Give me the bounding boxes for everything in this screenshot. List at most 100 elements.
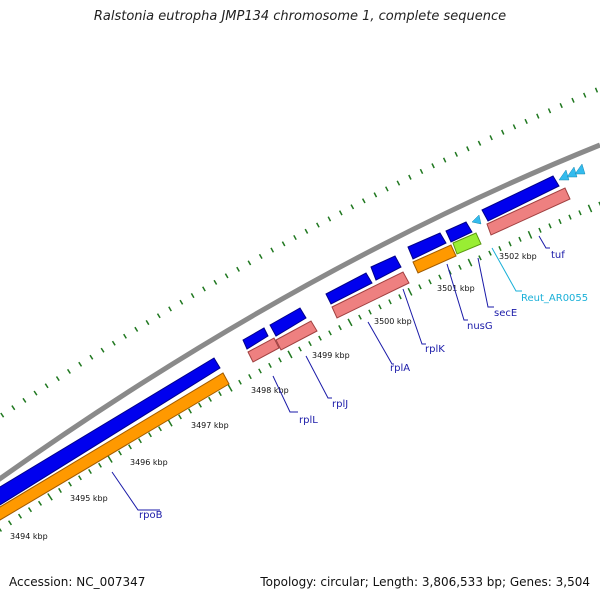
outer-tick-mark (293, 234, 297, 241)
secE-gene-arrow[interactable] (445, 221, 473, 243)
outer-tick-mark (89, 354, 94, 360)
gene-label-rplA[interactable]: rplA (390, 363, 410, 374)
inner-tick-mark (47, 493, 53, 501)
inner-tick-mark (107, 455, 113, 463)
inner-tick-mark (98, 462, 102, 468)
outer-tick-mark (168, 306, 172, 312)
inner-tick-mark (478, 255, 482, 261)
outer-tick-mark (408, 174, 412, 180)
map-title: Ralstonia eutropha JMP134 chromosome 1, … (93, 9, 507, 24)
outer-tick-mark (179, 299, 184, 305)
inner-tick-mark (428, 279, 432, 285)
gene-label-nusG[interactable]: nusG (467, 321, 493, 332)
gene-label-rplL[interactable]: rplL (299, 415, 318, 426)
gene-label-Reut_AR0055[interactable]: Reut_AR0055 (521, 293, 588, 304)
outer-tick-mark (33, 390, 38, 396)
inner-tick-mark (527, 230, 533, 239)
tuf-feature-bar[interactable] (486, 187, 571, 236)
outer-tick-mark (547, 108, 552, 114)
outer-tick-mark (350, 204, 355, 210)
nusG-feature-bar[interactable] (412, 244, 457, 274)
inner-tick-mark (208, 396, 212, 402)
inner-tick-mark (328, 330, 332, 336)
gene-label-rplJ[interactable]: rplJ (332, 399, 348, 410)
inner-tick-mark (548, 223, 552, 229)
outer-tick-mark (501, 129, 505, 135)
outer-tick-mark (454, 151, 458, 157)
inner-tick-mark (287, 350, 293, 359)
outer-tick-mark (258, 253, 263, 259)
rplJ-gene-arrow[interactable] (269, 307, 307, 337)
inner-tick-mark (368, 309, 372, 315)
inner-tick-mark (598, 201, 600, 207)
outer-tick-mark (583, 92, 587, 98)
tick-label-3499: 3499 kbp (312, 351, 350, 360)
inner-tick-mark (248, 374, 252, 380)
tuf-gene-arrow[interactable] (481, 175, 560, 222)
inner-tick-mark (508, 241, 512, 247)
nusG-gene-arrow[interactable] (407, 232, 447, 260)
inner-tick-mark (488, 250, 492, 256)
inner-tick-mark (407, 287, 413, 296)
gene-label-tuf[interactable]: tuf (551, 250, 565, 261)
tick-label-3500: 3500 kbp (374, 317, 412, 326)
inner-tick-mark (198, 402, 202, 408)
inner-tick-mark (118, 450, 122, 456)
rplL-gene-arrow[interactable] (242, 327, 269, 350)
Reut_AR0055-trna-arrow[interactable] (471, 214, 482, 225)
gene-label-rplK[interactable]: rplK (425, 344, 445, 355)
inner-tick-mark (498, 245, 502, 252)
cds-track (0, 175, 560, 508)
gene-label-secE[interactable]: secE (494, 308, 517, 319)
outer-tick-mark (524, 118, 528, 125)
secE-feature-bar[interactable] (452, 232, 482, 255)
inner-tick-mark (88, 469, 92, 474)
outer-tick-mark (111, 340, 116, 346)
inner-tick-mark (7, 520, 13, 526)
outer-tick-mark (134, 326, 139, 332)
inner-tick-mark (458, 264, 462, 270)
nusG-leader-line (446, 263, 468, 321)
inner-tick-mark (218, 391, 222, 397)
outer-tick-mark (396, 180, 401, 186)
rplL-feature-bar[interactable] (247, 337, 280, 363)
outer-tick-mark (419, 168, 424, 175)
rplK-leader-line (402, 288, 426, 345)
trna-arrow-3[interactable] (574, 163, 586, 175)
rpoB-gene-arrow[interactable] (0, 357, 221, 508)
inner-tick-mark (378, 304, 382, 310)
inner-tick-mark (128, 444, 132, 450)
rplA-rplK-feature-bar[interactable] (331, 271, 410, 319)
outer-tick-mark (145, 320, 150, 326)
accession-text: Accession: NC_007347 (9, 575, 146, 589)
outer-tick-mark (466, 146, 470, 152)
trna-arrow-1[interactable] (558, 169, 570, 181)
outer-tick-mark (442, 157, 447, 163)
trna-arrow-2[interactable] (566, 166, 578, 178)
topology-text: Topology: circular; Length: 3,806,533 bp… (260, 575, 590, 589)
outer-tick-mark (338, 210, 343, 216)
rplA-gene-arrow[interactable] (325, 272, 373, 305)
inner-tick-mark (148, 432, 152, 438)
inner-tick-mark (158, 426, 162, 432)
inner-tick-mark (418, 284, 422, 290)
rplK-gene-arrow[interactable] (370, 255, 402, 281)
inner-tick-mark (258, 368, 262, 374)
rplJ-feature-bar[interactable] (275, 320, 318, 351)
outer-tick-mark (78, 361, 83, 367)
inner-tick-mark (27, 507, 33, 513)
feature-track (0, 187, 571, 521)
outer-tick-row (0, 87, 599, 418)
inner-tick-mark (518, 236, 522, 242)
inner-tick-mark (358, 314, 362, 320)
gene-label-rpoB[interactable]: rpoB (139, 510, 163, 521)
tick-label-3494: 3494 kbp (10, 532, 48, 541)
inner-tick-mark (17, 513, 23, 519)
inner-tick-row (0, 201, 600, 532)
outer-tick-mark (431, 163, 435, 169)
outer-tick-mark (123, 333, 127, 339)
rpoB-feature-bar[interactable] (0, 372, 230, 521)
outer-tick-mark (100, 347, 105, 353)
inner-tick-mark (347, 318, 353, 327)
